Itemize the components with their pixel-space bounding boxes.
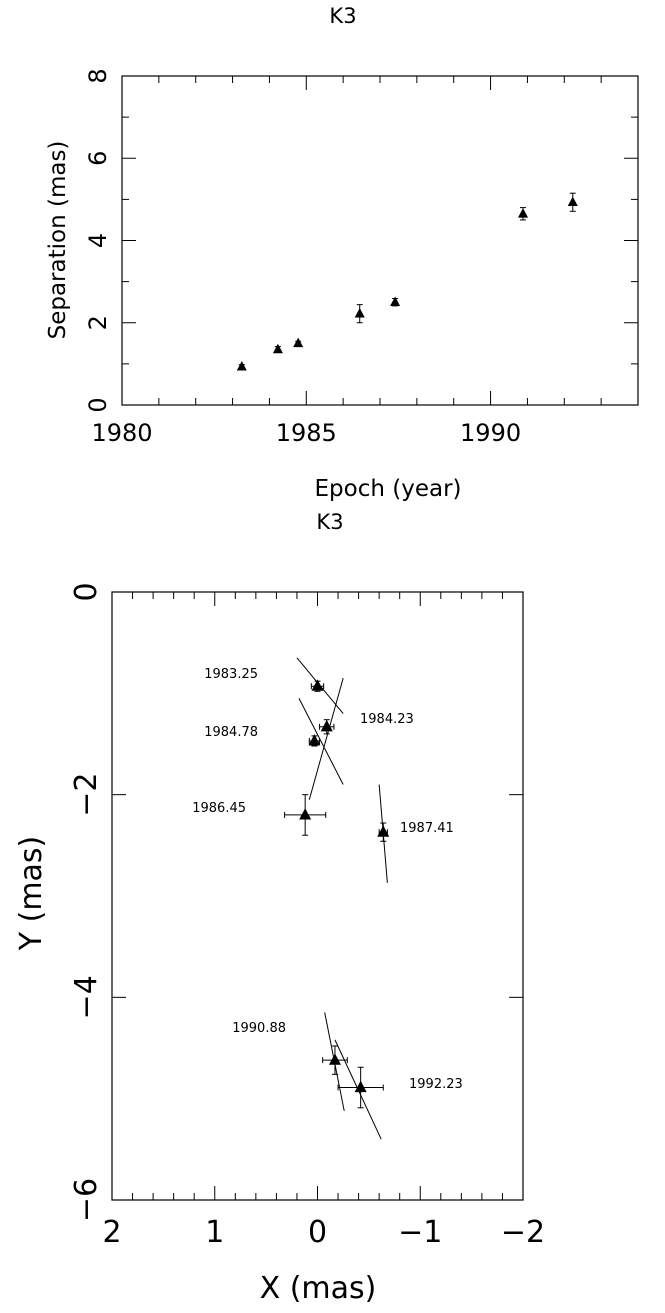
epoch-label: 1983.25 — [204, 667, 258, 682]
data-point — [236, 361, 247, 371]
data-point — [311, 679, 324, 691]
data-point — [299, 808, 312, 820]
top-y-axis-label: Separation (mas) — [45, 141, 71, 340]
y-tick-label: 6 — [84, 151, 112, 166]
x-tick-label: 0 — [308, 1215, 327, 1250]
top-data-points — [236, 192, 578, 371]
x-tick-label: −2 — [501, 1215, 545, 1250]
data-point — [354, 1080, 367, 1093]
bottom-y-axis-label: Y (mas) — [14, 836, 49, 952]
x-tick-label: 1980 — [91, 419, 152, 447]
epoch-label: 1986.45 — [192, 801, 246, 816]
data-point — [377, 825, 390, 837]
data-point — [272, 343, 283, 354]
bottom-x-axis-label: X (mas) — [260, 1271, 377, 1306]
epoch-label: 1990.88 — [232, 1021, 286, 1036]
x-tick-label: −1 — [398, 1215, 442, 1250]
epoch-label: 1987.41 — [400, 821, 454, 836]
bottom-epoch-labels: 1983.25 1984.23 1984.78 1986.45 1987.41 1990.… — [192, 667, 463, 1092]
xy-orbit-panel: K3 2 1 0 −1 −2−6−4−20 1983.251984.231984.781… — [14, 510, 545, 1306]
y-tick-label: −4 — [69, 975, 104, 1019]
motion-line — [308, 677, 344, 800]
separation-vs-epoch-panel: K3 1980 1985 1990 0 2 4 6 8 Epoch (year) Separa… — [45, 4, 639, 502]
x-tick-label: 2 — [102, 1215, 121, 1250]
bottom-axis-ticks — [111, 591, 524, 1201]
y-tick-label: 0 — [69, 582, 104, 601]
data-point — [354, 308, 365, 318]
epoch-label: 1984.23 — [360, 712, 414, 727]
data-point — [320, 719, 333, 732]
y-tick-label: 4 — [84, 233, 112, 248]
data-point — [293, 337, 304, 348]
bottom-tick-labels: 2 1 0 −1 −2 −6 −4 −2 0 — [69, 582, 545, 1250]
y-tick-label: 0 — [84, 397, 112, 412]
y-tick-label: 2 — [84, 315, 112, 330]
bottom-motion-lines — [296, 657, 388, 1140]
top-plot-frame — [121, 75, 639, 406]
y-tick-label: 8 — [84, 68, 112, 83]
y-tick-label: −2 — [69, 773, 104, 817]
data-point — [390, 296, 401, 306]
x-tick-label: 1 — [205, 1215, 224, 1250]
bottom-chart-title: K3 — [316, 510, 343, 534]
data-point — [567, 196, 578, 207]
y-tick-label: −6 — [69, 1178, 104, 1222]
top-tick-labels: 1980 1985 1990 0 2 4 6 8 — [84, 68, 521, 447]
bottom-data-points — [284, 679, 390, 1109]
epoch-label: 1984.78 — [204, 725, 258, 740]
epoch-label: 1992.23 — [409, 1077, 463, 1092]
data-point — [308, 734, 321, 746]
data-point — [328, 1053, 341, 1065]
x-tick-label: 1990 — [460, 419, 521, 447]
top-chart-title: K3 — [329, 4, 356, 28]
top-x-axis-label: Epoch (year) — [315, 476, 462, 502]
motion-line — [298, 698, 344, 785]
x-tick-label: 1985 — [276, 419, 337, 447]
data-point — [518, 208, 529, 218]
top-axis-ticks — [121, 75, 639, 406]
